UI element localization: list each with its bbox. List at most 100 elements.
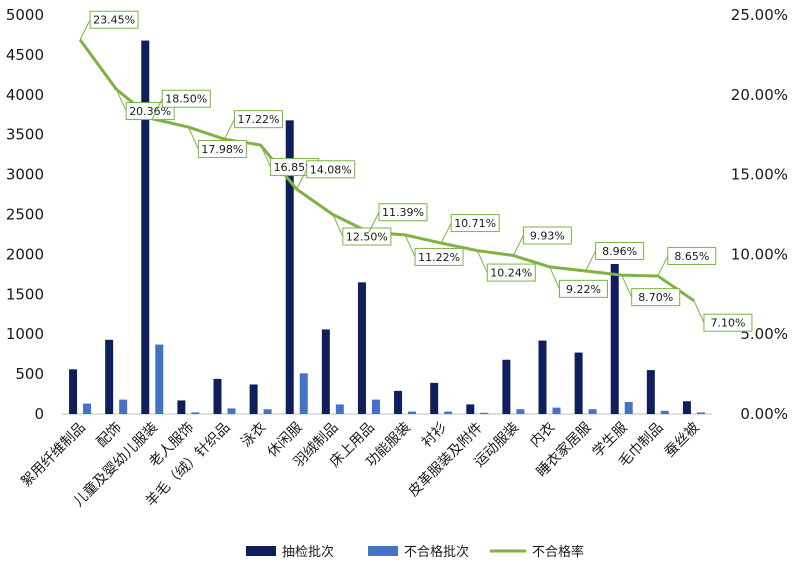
left-y-tick-label: 500 bbox=[15, 365, 44, 383]
bars bbox=[69, 40, 705, 414]
rate-label-leader bbox=[585, 250, 597, 272]
rate-label-box bbox=[559, 279, 608, 298]
category-label: 蚕丝被 bbox=[662, 420, 703, 461]
bar-inspected-batches bbox=[646, 370, 655, 414]
bar-inspected-batches bbox=[141, 40, 150, 414]
rate-label-leader bbox=[79, 19, 91, 40]
rate-label-leader bbox=[260, 144, 272, 168]
bar-inspected-batches bbox=[610, 263, 619, 414]
rate-label-leader bbox=[621, 274, 633, 298]
legend-item-failed-batches: 不合格批次 bbox=[368, 544, 469, 560]
category-label: 配饰 bbox=[94, 420, 125, 451]
bar-failed-batches bbox=[227, 408, 236, 414]
rate-data-label: 17.22% bbox=[238, 113, 280, 126]
rate-label-box bbox=[197, 140, 247, 159]
bar-failed-batches bbox=[408, 411, 417, 414]
rate-label-box bbox=[667, 246, 717, 265]
bar-failed-batches bbox=[444, 411, 453, 414]
bar-inspected-batches bbox=[466, 404, 475, 414]
bar-failed-batches bbox=[335, 404, 344, 414]
bar-inspected-batches bbox=[69, 369, 78, 414]
bar-failed-batches bbox=[624, 402, 633, 414]
right-y-tick-label: 15.00% bbox=[731, 166, 788, 184]
left-y-tick-label: 4000 bbox=[6, 86, 44, 104]
legend-label: 不合格率 bbox=[532, 544, 584, 560]
legend-item-inspected-batches: 抽检批次 bbox=[246, 544, 334, 560]
rate-label-box bbox=[89, 10, 139, 29]
rate-data-label: 7.10% bbox=[710, 317, 745, 330]
left-y-tick-label: 3500 bbox=[6, 126, 44, 144]
category-label: 絮用纤维制品 bbox=[17, 419, 88, 490]
bar-failed-batches bbox=[263, 409, 272, 414]
rate-data-label: 16.85% bbox=[274, 161, 316, 174]
rate-data-label: 8.70% bbox=[638, 291, 673, 304]
rate-data-label: 17.98% bbox=[201, 143, 243, 156]
rate-label-box bbox=[342, 227, 392, 246]
bar-failed-batches bbox=[83, 403, 92, 414]
legend-item-failure-rate: 不合格率 bbox=[490, 544, 584, 560]
rate-label-leader bbox=[693, 300, 705, 323]
right-y-tick-label: 20.00% bbox=[731, 86, 788, 104]
bar-inspected-batches bbox=[394, 390, 403, 414]
left-y-tick-label: 2000 bbox=[6, 245, 44, 263]
rate-label-leader bbox=[657, 255, 669, 277]
rate-label-box bbox=[486, 263, 536, 282]
rate-data-label: 8.65% bbox=[674, 250, 709, 263]
legend-label: 不合格批次 bbox=[404, 544, 469, 560]
rate-label-leader bbox=[296, 169, 308, 190]
rate-label-box bbox=[306, 160, 356, 179]
rate-label-leader bbox=[332, 214, 344, 237]
rate-label-box bbox=[378, 203, 428, 222]
rate-label-leader bbox=[224, 118, 235, 140]
rate-line-layer bbox=[78, 38, 695, 302]
rate-label-box bbox=[703, 313, 753, 332]
rate-data-label: 9.22% bbox=[566, 283, 601, 296]
bar-inspected-batches bbox=[105, 339, 114, 414]
left-y-axis: 0 500 1000 1500 2000 2500 3000 3500 4000 4500 5000 bbox=[6, 6, 44, 423]
rate-label-leader bbox=[151, 98, 163, 119]
rate-label-leader bbox=[512, 235, 524, 256]
legend-swatch bbox=[246, 546, 276, 556]
rate-label-leader bbox=[115, 88, 127, 112]
left-y-tick-label: 0 bbox=[34, 405, 44, 423]
right-y-tick-label: 10.00% bbox=[731, 245, 788, 263]
left-y-tick-label: 1000 bbox=[6, 325, 44, 343]
bar-inspected-batches bbox=[357, 282, 366, 414]
rate-data-label: 10.71% bbox=[454, 217, 496, 230]
right-y-tick-label: 25.00% bbox=[731, 6, 788, 24]
rate-data-label: 11.22% bbox=[418, 251, 460, 264]
data-labels: 23.45% 20.36%18.50% 17.98% 17.22% 16.85%14.0… bbox=[79, 10, 753, 332]
rate-label-box bbox=[522, 226, 572, 245]
rate-label-leader bbox=[549, 266, 560, 290]
left-y-tick-label: 3000 bbox=[6, 166, 44, 184]
bar-inspected-batches bbox=[502, 359, 511, 414]
left-y-tick-label: 1500 bbox=[6, 285, 44, 303]
rate-data-label: 23.45% bbox=[93, 14, 135, 27]
category-label: 泳衣 bbox=[238, 420, 269, 451]
left-y-tick-label: 4500 bbox=[6, 46, 44, 64]
bar-failed-batches bbox=[371, 399, 380, 414]
rate-data-label: 12.50% bbox=[346, 231, 388, 244]
bar-inspected-batches bbox=[430, 382, 439, 414]
rate-label-box bbox=[595, 241, 645, 260]
rate-data-label: 10.24% bbox=[490, 267, 532, 280]
bar-failed-batches bbox=[155, 344, 164, 414]
rate-data-label: 20.36% bbox=[129, 105, 171, 118]
rate-data-label: 18.50% bbox=[165, 93, 207, 106]
bar-inspected-batches bbox=[321, 329, 330, 414]
bar-failed-batches bbox=[119, 399, 128, 414]
rate-label-box bbox=[414, 247, 464, 266]
right-y-axis: 0.00%5.00%10.00%15.00%20.00%25.00% bbox=[731, 6, 788, 423]
bar-inspected-batches bbox=[285, 120, 294, 414]
bar-failed-batches bbox=[660, 410, 669, 414]
rate-label-leader bbox=[404, 234, 416, 258]
bar-inspected-batches bbox=[177, 400, 186, 414]
bar-inspected-batches bbox=[249, 384, 258, 414]
category-label: 衬衫 bbox=[419, 420, 450, 451]
bar-failed-batches bbox=[516, 409, 525, 414]
rate-label-box bbox=[234, 110, 283, 129]
bar-failed-batches bbox=[191, 412, 200, 414]
bar-failed-batches bbox=[552, 407, 561, 414]
